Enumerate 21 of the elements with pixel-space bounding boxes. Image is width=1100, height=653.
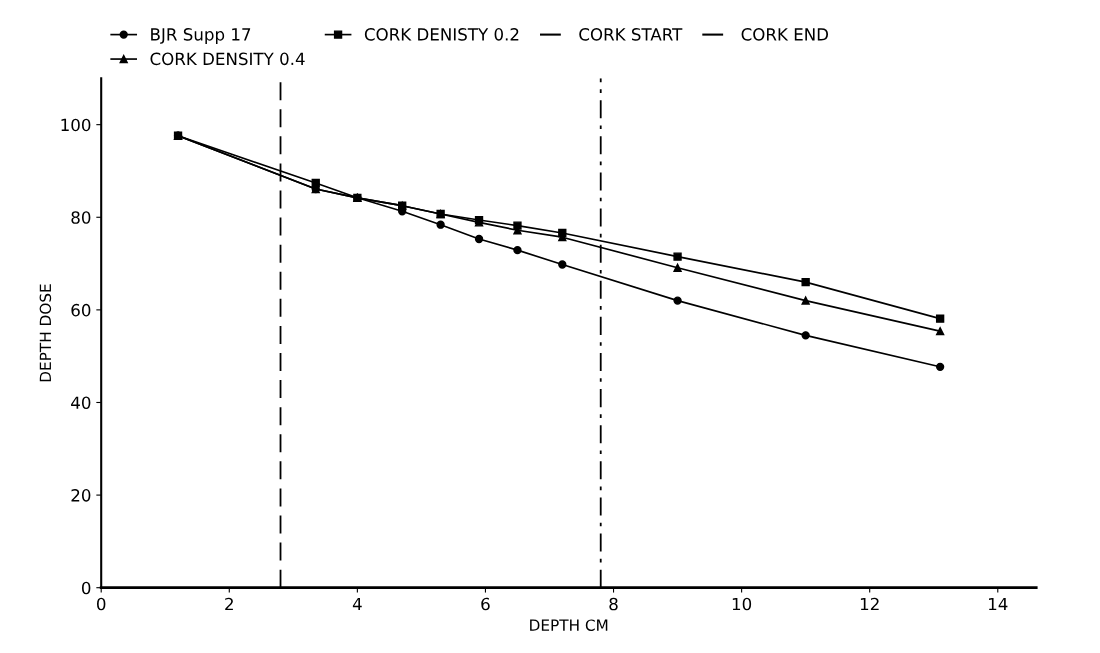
x-tick-label: 0 bbox=[97, 597, 106, 611]
y-tick-label: 20 bbox=[71, 489, 91, 502]
y-tick-label: 60 bbox=[71, 303, 91, 317]
y-tick-label: 100 bbox=[61, 118, 91, 132]
x-tick-label: 14 bbox=[989, 597, 1008, 611]
x-tick-label: 2 bbox=[225, 597, 233, 611]
y-tick-label: 80 bbox=[71, 211, 91, 224]
y-tick-label: 0 bbox=[81, 581, 91, 595]
y-tick-label: 40 bbox=[71, 396, 91, 410]
legend-label: BJR Supp 17 bbox=[151, 28, 251, 44]
legend-label: CORK DENISTY 0.2 bbox=[364, 28, 519, 41]
legend-label: CORK DENSITY 0.4 bbox=[150, 52, 305, 66]
x-tick-label: 4 bbox=[352, 597, 362, 611]
legend-label: CORK START bbox=[579, 28, 683, 41]
y-axis-title: DEPTH DOSE bbox=[39, 284, 52, 382]
x-tick-label: 8 bbox=[609, 597, 618, 611]
x-tick-label: 6 bbox=[481, 597, 490, 611]
x-axis-title: DEPTH CM bbox=[530, 619, 608, 631]
legend-label: CORK END bbox=[741, 28, 829, 41]
x-tick-label: 12 bbox=[860, 597, 879, 611]
x-tick-label: 10 bbox=[732, 597, 752, 611]
